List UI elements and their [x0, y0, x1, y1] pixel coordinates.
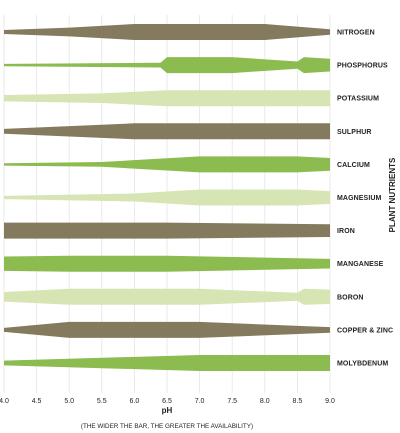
x-axis-title: pH [162, 406, 173, 415]
x-tick-label: 9.0 [325, 398, 335, 405]
x-tick-label: 4.0 [0, 398, 9, 405]
x-tick-label: 6.5 [162, 398, 172, 405]
nutrient-label: IRON [337, 228, 355, 235]
nutrient-label: COPPER & ZINC [337, 327, 393, 334]
nutrient-labels: NITROGEN PHOSPHORUS POTASSIUM SULPHUR CALCIU… [337, 30, 393, 368]
nutrient-label: CALCIUM [337, 162, 370, 169]
nutrient-label: MAGNESIUM [337, 195, 382, 202]
nutrient-label: PHOSPHORUS [337, 63, 388, 70]
bar-boron [4, 288, 330, 305]
x-tick-labels: 4.0 4.5 5.0 5.5 6.0 6.5 7.0 7.5 8.0 8.5 9.0 [0, 398, 335, 405]
y-axis-title: PLANT NUTRIENTS [388, 157, 397, 232]
bar-molybdenum [4, 355, 330, 371]
x-tick-label: 7.5 [227, 398, 237, 405]
x-tick-label: 6.0 [130, 398, 140, 405]
nutrient-label: MOLYBDENUM [337, 361, 388, 368]
nutrient-label: POTASSIUM [337, 96, 379, 103]
bar-calcium [4, 156, 330, 173]
bar-copper-zinc [4, 321, 330, 338]
bar-nitrogen [4, 24, 330, 40]
bar-potassium [4, 90, 330, 107]
bar-phosphorus [4, 57, 330, 74]
x-tick-label: 8.0 [260, 398, 270, 405]
bar-sulphur [4, 123, 330, 140]
bar-manganese [4, 255, 330, 272]
nutrient-label: BORON [337, 294, 364, 301]
nutrient-label: NITROGEN [337, 30, 375, 37]
x-axis-note: (THE WIDER THE BAR, THE GREATER THE AVAI… [81, 423, 253, 430]
x-tick-label: 5.0 [64, 398, 74, 405]
x-tick-label: 4.5 [32, 398, 42, 405]
x-tick-label: 8.5 [293, 398, 303, 405]
x-tick-label: 5.5 [97, 398, 107, 405]
x-tick-label: 7.0 [195, 398, 205, 405]
nutrient-label: SULPHUR [337, 129, 372, 136]
bar-magnesium [4, 189, 330, 206]
nutrient-label: MANGANESE [337, 261, 384, 268]
nutrient-bars [4, 24, 330, 371]
bar-iron [4, 222, 330, 239]
